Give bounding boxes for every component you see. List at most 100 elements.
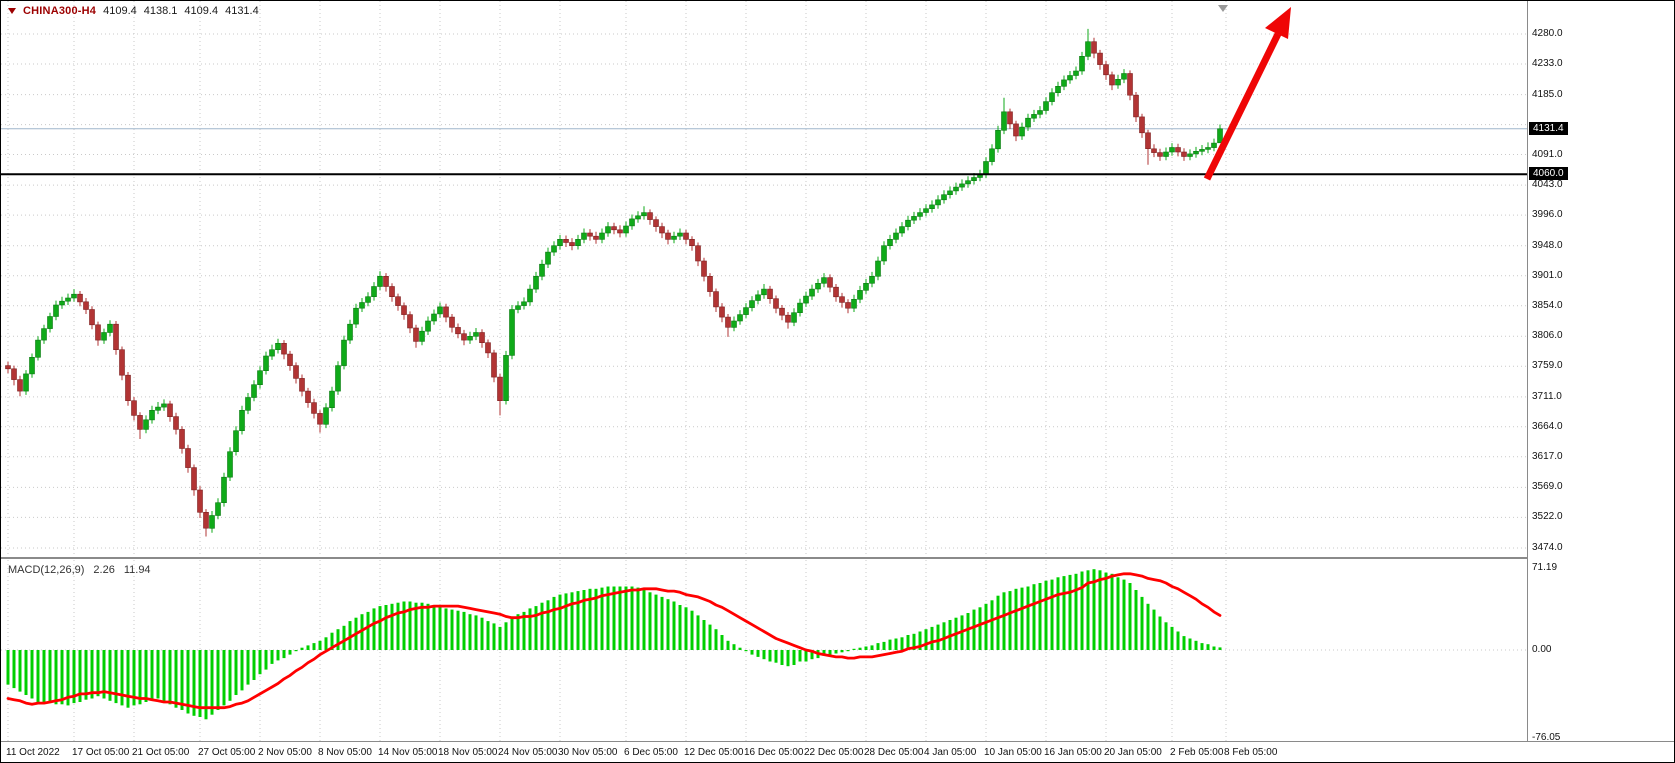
candle — [1001, 97, 1007, 135]
candle — [89, 306, 95, 330]
candle — [563, 235, 569, 247]
candle — [887, 234, 893, 250]
candle — [1025, 113, 1031, 131]
candle — [503, 350, 509, 405]
time-axis-label: 6 Dec 05:00 — [624, 747, 678, 758]
candle — [1211, 138, 1217, 152]
candle — [407, 311, 413, 334]
macd-legend: MACD(12,26,9) 2.26 11.94 — [8, 564, 151, 576]
candle — [191, 464, 197, 496]
candle — [341, 335, 347, 370]
candle — [101, 328, 107, 344]
candle — [17, 375, 23, 397]
candle — [719, 303, 725, 323]
candle — [767, 285, 773, 304]
candle — [1061, 75, 1067, 91]
candle — [1097, 49, 1103, 70]
price-axis-label: 3522.0 — [1532, 511, 1563, 522]
time-axis-label: 4 Jan 05:00 — [924, 747, 977, 758]
candle — [677, 228, 683, 240]
price-axis-label: 4091.0 — [1532, 149, 1563, 160]
candle — [923, 204, 929, 217]
pane-resize-separator[interactable] — [1, 557, 1674, 559]
candle — [701, 257, 707, 282]
candle — [77, 291, 83, 307]
candle — [5, 361, 11, 374]
candle — [731, 316, 737, 332]
candle — [449, 314, 455, 333]
candle — [65, 293, 71, 305]
macd-current-value: 2.26 — [93, 564, 115, 576]
candle — [581, 228, 587, 244]
candle — [947, 186, 953, 199]
candle — [827, 274, 833, 293]
candle — [683, 229, 689, 245]
price-axis-label: 3759.0 — [1532, 360, 1563, 371]
candle — [107, 320, 113, 337]
candle — [83, 298, 89, 314]
macd-histogram-series — [6, 569, 1222, 720]
time-axis[interactable]: 11 Oct 2022 17 Oct 05:00 21 Oct 05:00 27 Oc… — [1, 743, 1674, 762]
candle — [23, 370, 29, 395]
candle — [335, 361, 341, 395]
candle — [173, 412, 179, 435]
chart-shift-marker-icon[interactable] — [1218, 5, 1228, 12]
candle — [263, 351, 269, 375]
candle — [461, 329, 467, 346]
candle — [1055, 81, 1061, 97]
price-chart-pane[interactable] — [1, 1, 1527, 558]
candle — [611, 222, 617, 235]
candle — [497, 373, 503, 416]
bid-price-tag: 4131.4 — [1529, 122, 1568, 135]
candle — [383, 273, 389, 292]
candle — [545, 247, 551, 268]
candle — [665, 229, 671, 245]
candle — [1037, 106, 1043, 119]
candle — [533, 271, 539, 293]
candle — [251, 380, 257, 402]
price-axis-label: 4280.0 — [1532, 28, 1563, 39]
trend-arrow[interactable] — [1203, 7, 1291, 181]
candle — [203, 509, 209, 537]
candle — [935, 195, 941, 209]
candle — [11, 365, 17, 386]
time-axis-label: 21 Oct 05:00 — [132, 747, 190, 758]
candle — [1121, 69, 1127, 84]
time-axis-label: 2 Feb 05:00 — [1170, 747, 1224, 758]
candle — [365, 292, 371, 307]
candle — [401, 302, 407, 320]
low-value: 4109.4 — [184, 5, 219, 17]
candle — [1127, 70, 1133, 101]
price-axis-label: 3806.0 — [1532, 330, 1563, 341]
candle — [347, 319, 353, 344]
candle — [821, 273, 827, 288]
candle — [1217, 124, 1223, 144]
candle — [689, 236, 695, 251]
macd-signal-current-value: 11.94 — [123, 564, 151, 576]
candle — [1067, 71, 1073, 84]
candle — [371, 282, 377, 301]
macd-indicator-pane[interactable] — [1, 560, 1527, 741]
candle — [1079, 51, 1085, 75]
candle — [1193, 146, 1199, 158]
candles-series — [5, 28, 1223, 537]
symbol-dropdown-icon[interactable] — [8, 8, 16, 14]
candle — [953, 182, 959, 195]
candle — [419, 326, 425, 346]
candle — [53, 300, 59, 321]
open-value: 4109.4 — [103, 5, 137, 17]
time-axis-label: 30 Nov 05:00 — [558, 747, 618, 758]
time-axis-label: 14 Nov 05:00 — [378, 747, 438, 758]
candle — [623, 221, 629, 237]
candle — [749, 296, 755, 312]
candle — [491, 349, 497, 383]
candle — [605, 222, 611, 237]
candle — [1181, 148, 1187, 161]
candle — [515, 301, 521, 314]
price-axis-label: 3948.0 — [1532, 240, 1563, 251]
price-axis[interactable]: 4131.4 4060.0 4280.0 4233.0 4185.0 4091.0 40… — [1528, 1, 1674, 743]
price-axis-label: 3569.0 — [1532, 481, 1563, 492]
time-axis-label: 17 Oct 05:00 — [72, 747, 130, 758]
candle — [1151, 144, 1157, 158]
